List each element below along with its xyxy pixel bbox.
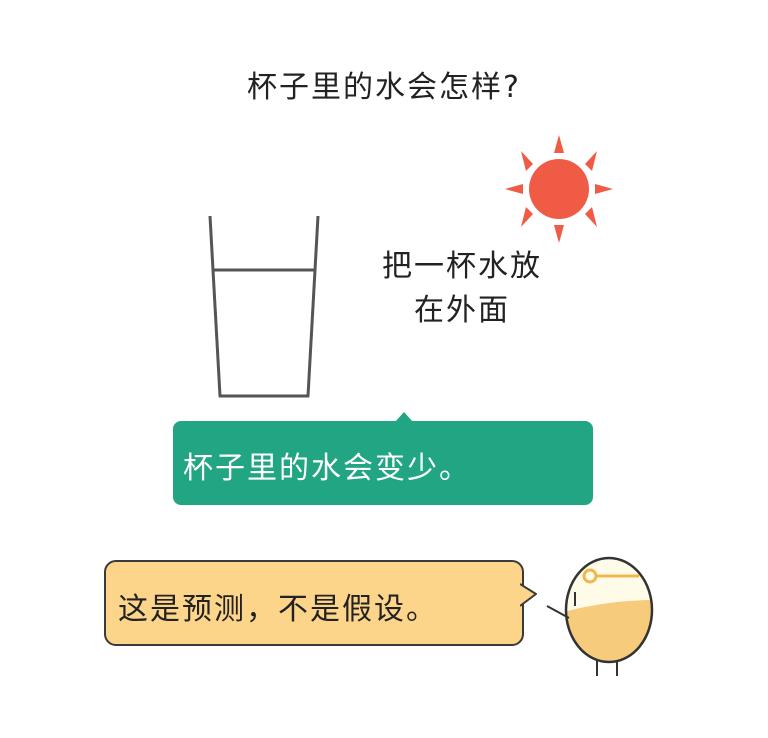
answer-text: 杯子里的水会变少。: [183, 451, 471, 486]
sun-ray: [585, 151, 597, 171]
caption-line-2: 在外面: [414, 293, 510, 328]
caption-line-1: 把一杯水放: [382, 249, 542, 284]
egg-arm: [546, 605, 570, 619]
water-glass-icon: [208, 215, 320, 398]
speech-bubble: 这是预测，不是假设。: [104, 560, 537, 646]
sun-icon: [505, 135, 613, 243]
glass-outline: [208, 215, 320, 398]
sun-ray: [585, 207, 597, 227]
answer-bubble: 杯子里的水会变少。: [173, 412, 593, 505]
sun-ray: [554, 225, 564, 243]
egg-yolk: [566, 600, 652, 662]
sun-ray: [554, 135, 564, 153]
egg-outline: [564, 556, 654, 664]
speech-bubble-tail: [520, 583, 537, 607]
sun-ray: [521, 207, 533, 227]
answer-bubble-tip: [395, 412, 413, 422]
sun-ray: [505, 184, 523, 194]
page-title: 杯子里的水会怎样?: [247, 70, 521, 105]
caption: 把一杯水放 在外面: [352, 245, 572, 333]
sun-ray: [521, 151, 533, 171]
speech-text: 这是预测，不是假设。: [118, 592, 438, 627]
sun-disc: [529, 159, 589, 219]
sun-ray: [595, 184, 613, 194]
egg-character: [546, 556, 654, 676]
